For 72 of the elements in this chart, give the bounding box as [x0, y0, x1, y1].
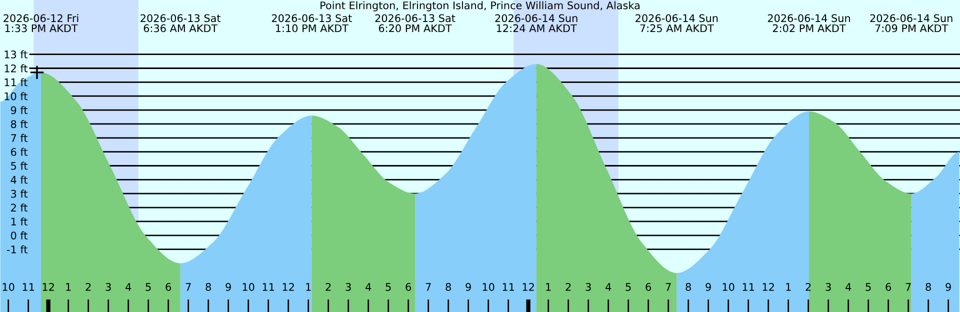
x-tick-label: 1: [306, 283, 311, 291]
x-tick-label: 2: [806, 283, 811, 291]
annotation: 2026-06-13 Sat 6:20 PM AKDT: [375, 14, 456, 32]
x-tick-label: 8: [446, 283, 451, 291]
x-tick-label: 12: [42, 283, 54, 291]
x-tick-label: 9: [466, 283, 471, 291]
y-tick-label: 8 ft: [10, 120, 28, 128]
x-tick-label: 7: [426, 283, 431, 291]
x-tick-label: 6: [166, 283, 171, 291]
x-tick-label: 8: [206, 283, 211, 291]
x-tick-label: 3: [586, 283, 591, 291]
y-tick-label: 12 ft: [4, 64, 28, 72]
x-tick-label: 3: [826, 283, 831, 291]
x-tick-label: 3: [346, 283, 351, 291]
x-tick-label: 10: [722, 283, 734, 291]
x-tick-label: 4: [846, 283, 852, 291]
y-tick-label: 5 ft: [11, 162, 28, 170]
x-tick-label: 1: [546, 283, 551, 291]
y-tick-label: 11 ft: [4, 78, 28, 86]
annotation: 2026-06-14 Sun 7:09 PM AKDT: [870, 14, 952, 32]
x-tick-label: 6: [886, 283, 891, 291]
x-tick-label: 7: [666, 283, 671, 291]
x-tick-label: 2: [86, 283, 91, 291]
y-tick-label: 10 ft: [4, 92, 28, 100]
x-tick-label: 6: [406, 283, 411, 291]
x-tick-label: 12: [522, 283, 534, 291]
annotation: 2026-06-14 Sun 12:24 AM AKDT: [495, 14, 578, 32]
x-tick-label: 11: [742, 283, 754, 291]
x-tick-label: 7: [186, 283, 191, 291]
annotation: 2026-06-14 Sun 2:02 PM AKDT: [768, 14, 850, 32]
x-tick-label: 2: [326, 283, 331, 291]
x-tick-label: 9: [226, 283, 231, 291]
y-tick-label: 4 ft: [10, 176, 28, 184]
x-tick-label: 6: [646, 283, 651, 291]
x-tick-label: 1: [66, 283, 71, 291]
annotation: 2026-06-13 Sat 6:36 AM AKDT: [140, 14, 221, 32]
x-tick-label: 11: [22, 283, 34, 291]
x-tick-label: 11: [262, 283, 274, 291]
y-tick-label: 13 ft: [4, 50, 28, 58]
x-tick-label: 9: [946, 283, 951, 291]
x-tick-label: 12: [282, 283, 294, 291]
annotation: 2026-06-13 Sat 1:10 PM AKDT: [272, 14, 352, 32]
x-tick-label: 3: [106, 283, 111, 291]
x-tick-label: 5: [866, 283, 871, 291]
x-tick-label: 4: [126, 283, 132, 291]
x-tick-label: 5: [626, 283, 631, 291]
y-tick-label: 2 ft: [11, 204, 28, 212]
x-tick-label: 9: [706, 283, 711, 291]
annotation: 2026-06-12 Fri 1:33 PM AKDT: [4, 14, 78, 32]
x-tick-label: 12: [762, 283, 774, 291]
y-tick-label: 1 ft: [11, 218, 28, 226]
x-tick-label: 8: [686, 283, 691, 291]
y-tick-label: -1 ft: [7, 245, 28, 254]
x-tick-label: 10: [242, 283, 254, 291]
x-tick-label: 2: [566, 283, 571, 291]
x-tick-label: 5: [386, 283, 391, 291]
annotation: 2026-06-14 Sun 7:25 AM AKDT: [636, 14, 718, 32]
y-tick-label: 3 ft: [11, 190, 28, 198]
x-tick-label: 4: [606, 283, 612, 291]
x-tick-label: 1: [786, 283, 791, 291]
x-tick-label: 5: [146, 283, 151, 291]
chart-title: Point Elrington, Elrington Island, Prince William Sound, Alaska: [320, 1, 640, 12]
y-tick-label: 6 ft: [11, 148, 28, 156]
x-tick-label: 4: [366, 283, 372, 291]
x-tick-label: 11: [502, 283, 514, 291]
y-tick-label: 0 ft: [10, 231, 28, 240]
x-tick-label: 7: [906, 283, 911, 291]
x-tick-label: 10: [2, 283, 14, 291]
y-tick-label: 9 ft: [10, 106, 28, 114]
y-tick-label: 7 ft: [11, 134, 28, 142]
x-tick-label: 10: [482, 283, 494, 291]
x-tick-label: 8: [926, 283, 931, 291]
